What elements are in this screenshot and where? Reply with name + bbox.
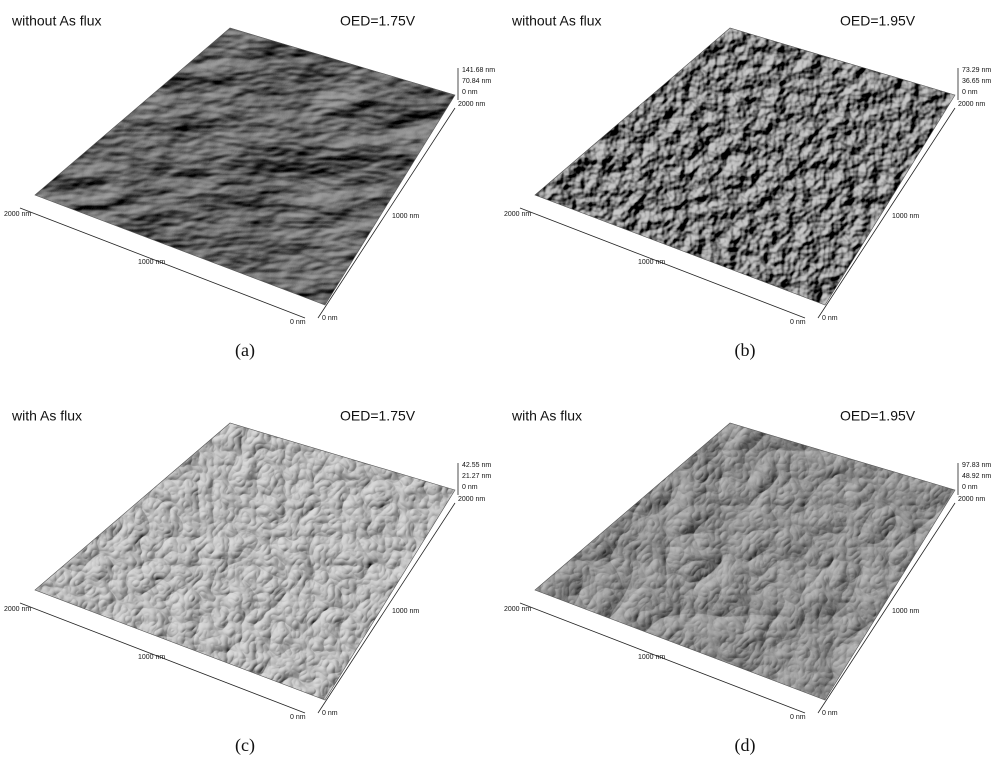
x-axis-label: 2000 nm — [4, 211, 31, 218]
z-scale-label: 48.92 nm — [962, 473, 991, 480]
z-scale-label: 141.68 nm — [462, 67, 495, 74]
y-axis-label: 2000 nm — [958, 101, 985, 108]
z-scale-label: 0 nm — [462, 484, 478, 491]
x-axis-label: 0 nm — [790, 714, 806, 721]
condition: without As flux — [11, 13, 102, 29]
y-axis-label: 1000 nm — [892, 608, 919, 615]
z-scale-label: 0 nm — [962, 89, 978, 96]
z-scale-label: 73.29 nm — [962, 67, 991, 74]
figure: without As flux OED=1.75V 141.68 nm 70.84 n… — [0, 0, 999, 763]
oed-label: OED=1.75V — [340, 13, 416, 29]
y-axis-label: 0 nm — [322, 315, 338, 322]
y-axis-label: 1000 nm — [392, 608, 419, 615]
x-axis-label: 0 nm — [290, 319, 306, 326]
x-axis-label: 1000 nm — [138, 259, 165, 266]
panel: with As flux OED=1.95V 97.83 nm 48.92 nm 0 n… — [504, 408, 991, 756]
x-axis-label: 2000 nm — [504, 211, 531, 218]
caption: (b) — [735, 340, 756, 361]
surface-image — [530, 420, 960, 705]
y-axis-label: 1000 nm — [392, 213, 419, 220]
z-scale-label: 21.27 nm — [462, 473, 491, 480]
y-axis-label: 2000 nm — [458, 101, 485, 108]
x-axis-label: 0 nm — [790, 319, 806, 326]
z-scale-label: 70.84 nm — [462, 78, 491, 85]
surface — [530, 25, 960, 310]
panel: without As flux OED=1.75V 141.68 nm 70.84 n… — [4, 13, 495, 361]
y-axis-label: 1000 nm — [892, 213, 919, 220]
caption: (a) — [235, 340, 255, 361]
y-axis-label: 0 nm — [822, 710, 838, 717]
panel: with As flux OED=1.75V 42.55 nm 21.27 nm 0 n… — [4, 408, 491, 756]
oed-label: OED=1.75V — [340, 408, 416, 424]
x-axis-label: 2000 nm — [4, 606, 31, 613]
z-scale-label: 36.65 nm — [962, 78, 991, 85]
x-axis-label: 1000 nm — [638, 259, 665, 266]
condition: without As flux — [511, 13, 602, 29]
z-scale-label: 0 nm — [962, 484, 978, 491]
x-axis-label: 2000 nm — [504, 606, 531, 613]
condition: with As flux — [511, 408, 582, 424]
x-axis-label: 0 nm — [290, 714, 306, 721]
surface-image — [30, 420, 460, 705]
oed-label: OED=1.95V — [840, 13, 916, 29]
surface-image — [530, 25, 960, 310]
caption: (d) — [735, 735, 756, 756]
x-axis-label: 1000 nm — [138, 654, 165, 661]
z-scale-label: 97.83 nm — [962, 462, 991, 469]
surface — [30, 25, 460, 310]
x-axis-label: 1000 nm — [638, 654, 665, 661]
caption: (c) — [235, 735, 255, 756]
surface — [30, 420, 460, 705]
surface-image — [30, 25, 460, 310]
y-axis-label: 0 nm — [822, 315, 838, 322]
surface — [530, 420, 960, 705]
y-axis-label: 2000 nm — [458, 496, 485, 503]
panel: without As flux OED=1.95V 73.29 nm 36.65 nm… — [504, 13, 991, 361]
oed-label: OED=1.95V — [840, 408, 916, 424]
z-scale-label: 0 nm — [462, 89, 478, 96]
z-scale-label: 42.55 nm — [462, 462, 491, 469]
y-axis-label: 0 nm — [322, 710, 338, 717]
condition: with As flux — [11, 408, 82, 424]
page: {"panels": [ {"condition": "without As f… — [0, 0, 999, 763]
y-axis-label: 2000 nm — [958, 496, 985, 503]
